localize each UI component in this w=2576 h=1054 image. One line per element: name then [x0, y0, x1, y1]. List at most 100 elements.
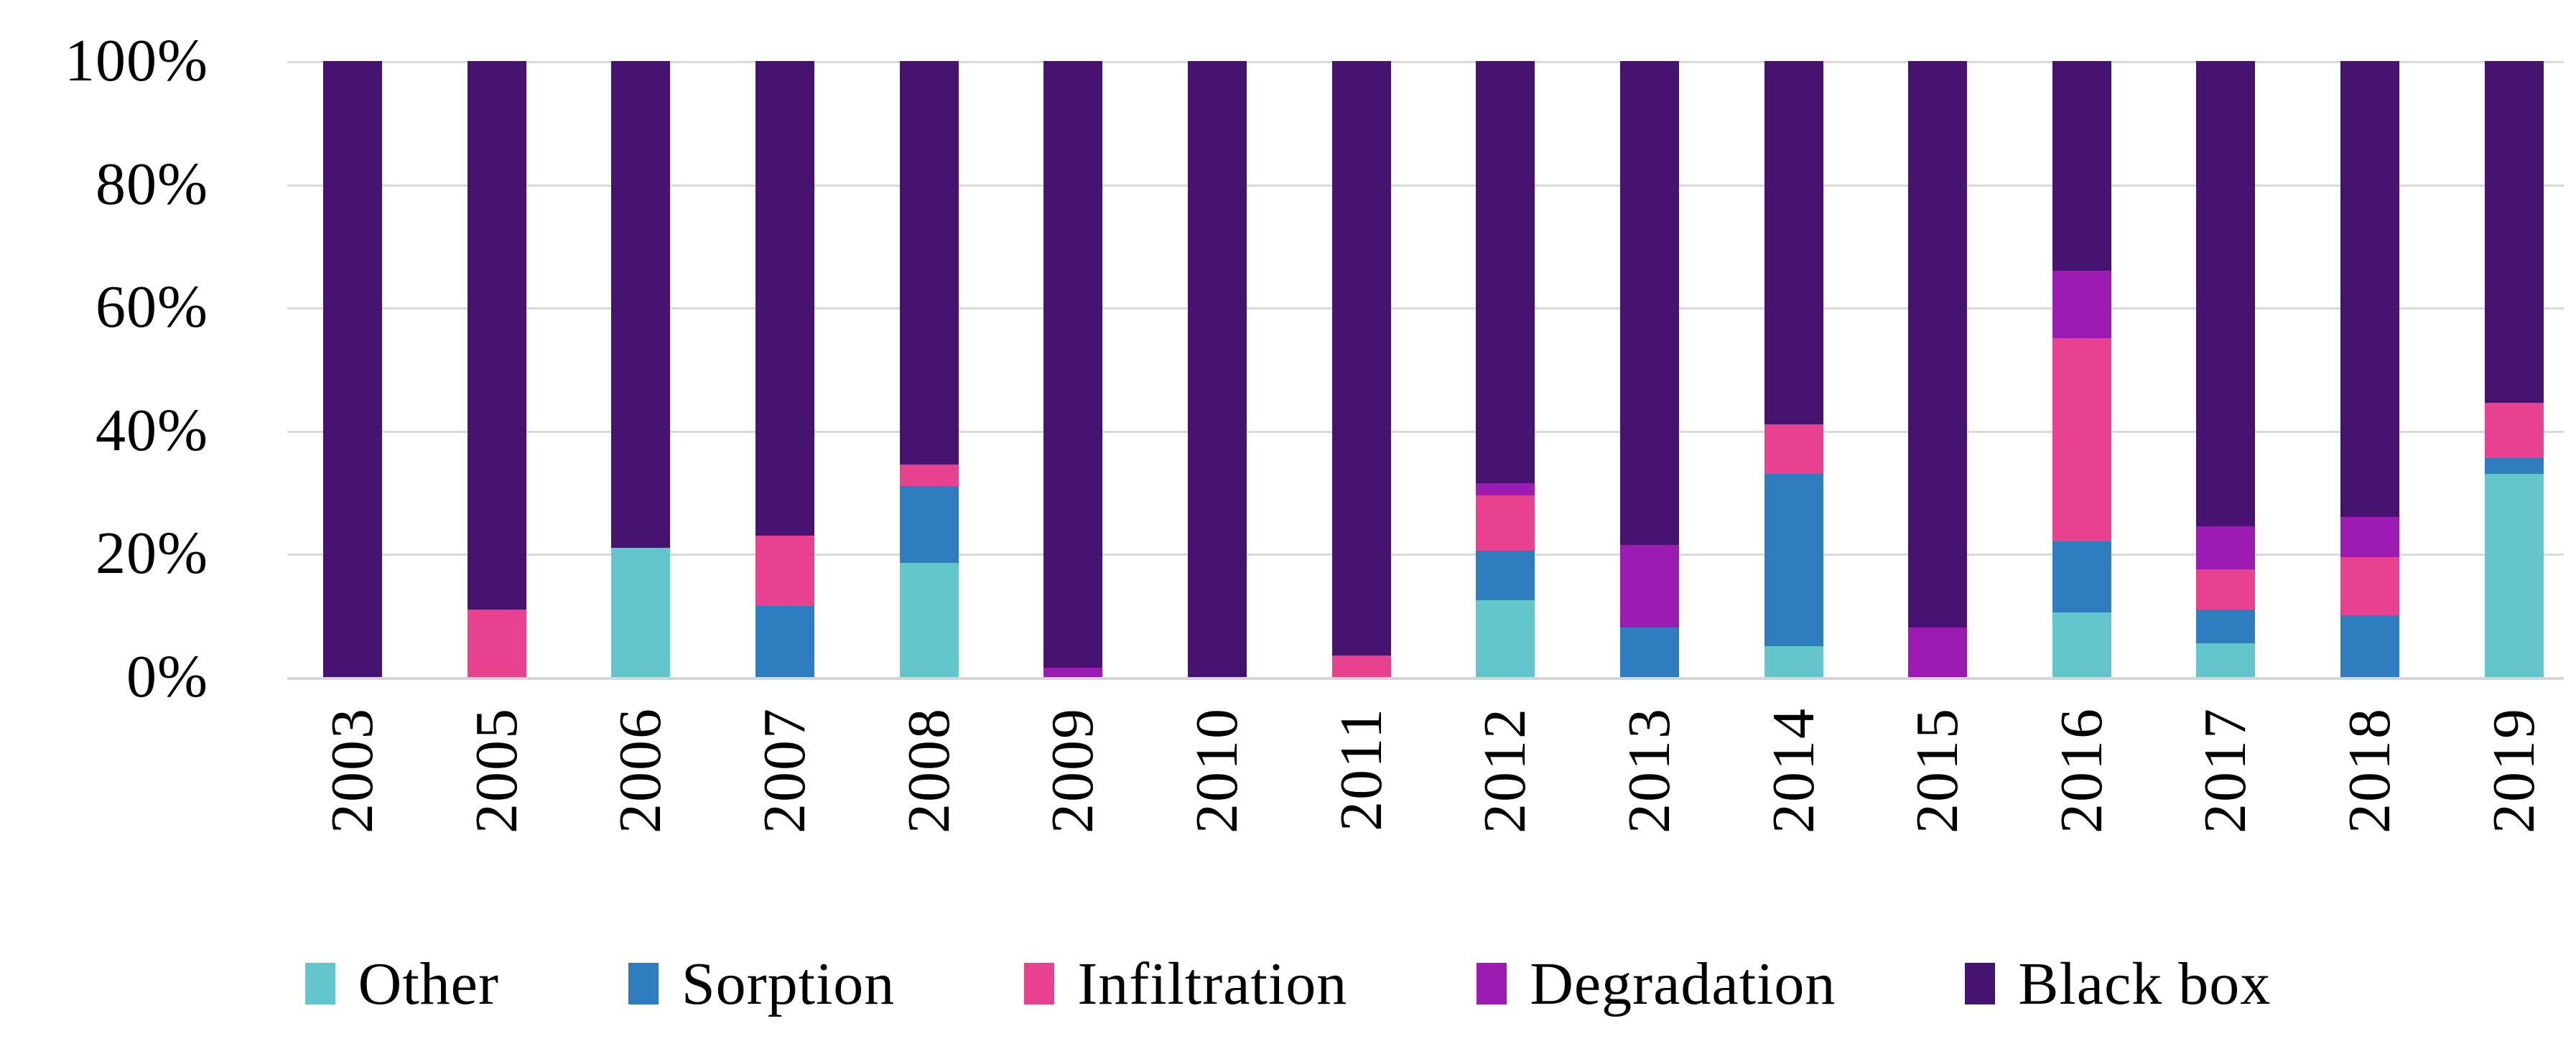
x-label-2019: 2019 — [2477, 707, 2552, 894]
gridline-80% — [287, 184, 2564, 187]
legend-swatch-sorption — [628, 963, 659, 1004]
gridline-100% — [287, 61, 2564, 63]
x-label-2014: 2014 — [1757, 707, 1831, 894]
bar-2018 — [2340, 61, 2400, 677]
x-label-2018: 2018 — [2333, 707, 2407, 894]
segment-other-2012 — [1476, 600, 1535, 677]
x-label-2006: 2006 — [603, 707, 678, 894]
legend-item-black-box: Black box — [1965, 949, 2271, 1019]
x-label-text-2010: 2010 — [1183, 707, 1250, 834]
segment-infiltration-2005 — [467, 609, 526, 677]
segment-infiltration-2008 — [899, 465, 959, 487]
bar-2013 — [1619, 61, 1679, 677]
segment-sorption-2018 — [2340, 615, 2400, 677]
segment-other-2019 — [2484, 473, 2544, 677]
bar-2017 — [2196, 61, 2256, 677]
segment-black-box-2016 — [2052, 61, 2111, 271]
x-label-2011: 2011 — [1324, 707, 1399, 894]
x-label-text-2008: 2008 — [895, 707, 962, 834]
gridline-40% — [287, 430, 2564, 433]
segment-sorption-2012 — [1476, 551, 1535, 600]
legend-item-sorption: Sorption — [628, 949, 895, 1019]
segment-other-2017 — [2196, 643, 2256, 677]
x-label-text-2003: 2003 — [319, 707, 386, 834]
segment-black-box-2008 — [899, 61, 959, 465]
x-label-2009: 2009 — [1036, 707, 1110, 894]
bar-2005 — [467, 61, 526, 677]
x-label-text-2017: 2017 — [2192, 707, 2259, 834]
segment-degradation-2015 — [1908, 628, 1968, 677]
segment-black-box-2017 — [2196, 61, 2256, 526]
x-label-text-2005: 2005 — [462, 707, 530, 834]
bar-2015 — [1908, 61, 1968, 677]
x-label-text-2014: 2014 — [1759, 707, 1827, 834]
x-label-2007: 2007 — [748, 707, 822, 894]
segment-black-box-2011 — [1331, 61, 1391, 656]
segment-black-box-2013 — [1619, 61, 1679, 545]
segment-infiltration-2017 — [2196, 569, 2256, 610]
segment-black-box-2019 — [2484, 61, 2544, 404]
y-tick-label-40%: 40% — [96, 396, 208, 464]
x-label-2013: 2013 — [1612, 707, 1687, 894]
segment-infiltration-2014 — [1764, 424, 1823, 474]
bar-2014 — [1764, 61, 1823, 677]
segment-black-box-2012 — [1476, 61, 1535, 483]
y-tick-label-60%: 60% — [96, 274, 208, 341]
x-label-text-2013: 2013 — [1615, 707, 1683, 834]
segment-infiltration-2007 — [755, 535, 814, 607]
segment-sorption-2007 — [755, 606, 814, 677]
segment-degradation-2017 — [2196, 526, 2256, 569]
x-label-text-2011: 2011 — [1327, 707, 1395, 831]
x-label-text-2016: 2016 — [2047, 707, 2115, 834]
legend: Other Sorption Infiltration Degradation Blac… — [0, 930, 2576, 1037]
bar-2008 — [899, 61, 959, 677]
segment-black-box-2014 — [1764, 61, 1823, 425]
x-label-text-2019: 2019 — [2480, 707, 2547, 834]
segment-sorption-2016 — [2052, 541, 2111, 612]
legend-swatch-infiltration — [1024, 963, 1055, 1004]
segment-black-box-2018 — [2340, 61, 2400, 517]
segment-sorption-2019 — [2484, 458, 2544, 474]
x-label-text-2015: 2015 — [1904, 707, 1971, 834]
bar-2019 — [2484, 61, 2544, 677]
bar-2016 — [2052, 61, 2111, 677]
x-label-text-2009: 2009 — [1039, 707, 1107, 834]
segment-infiltration-2012 — [1476, 495, 1535, 551]
x-label-2015: 2015 — [1900, 707, 1975, 894]
x-label-2016: 2016 — [2045, 707, 2119, 894]
legend-label-infiltration: Infiltration — [1077, 950, 1348, 1017]
bar-2010 — [1187, 61, 1247, 677]
segment-black-box-2005 — [467, 61, 526, 610]
legend-swatch-other — [304, 963, 335, 1004]
segment-infiltration-2011 — [1331, 655, 1391, 677]
legend-swatch-black-box — [1965, 963, 1996, 1004]
legend-label-degradation: Degradation — [1530, 950, 1836, 1017]
x-label-2017: 2017 — [2188, 707, 2263, 894]
x-label-text-2012: 2012 — [1471, 707, 1539, 834]
x-label-2003: 2003 — [315, 707, 390, 894]
x-label-text-2007: 2007 — [750, 707, 818, 834]
legend-label-sorption: Sorption — [681, 950, 896, 1017]
segment-infiltration-2018 — [2340, 556, 2400, 616]
segment-black-box-2015 — [1908, 61, 1968, 628]
legend-item-infiltration: Infiltration — [1024, 949, 1347, 1019]
segment-degradation-2012 — [1476, 482, 1535, 495]
segment-black-box-2007 — [755, 61, 814, 536]
plot-area — [287, 61, 2564, 680]
segment-degradation-2013 — [1619, 544, 1679, 628]
segment-black-box-2009 — [1043, 61, 1103, 668]
segment-other-2014 — [1764, 646, 1823, 677]
segment-black-box-2010 — [1187, 61, 1247, 677]
segment-infiltration-2019 — [2484, 403, 2544, 459]
gridline-20% — [287, 554, 2564, 556]
bar-2007 — [755, 61, 814, 677]
segment-other-2016 — [2052, 612, 2111, 677]
segment-other-2008 — [899, 563, 959, 677]
y-tick-label-0%: 0% — [126, 643, 208, 710]
x-label-text-2018: 2018 — [2336, 707, 2404, 834]
bar-2003 — [323, 61, 382, 677]
bar-2011 — [1331, 61, 1391, 677]
gridline-0% — [287, 677, 2564, 680]
y-tick-label-20%: 20% — [96, 520, 208, 587]
